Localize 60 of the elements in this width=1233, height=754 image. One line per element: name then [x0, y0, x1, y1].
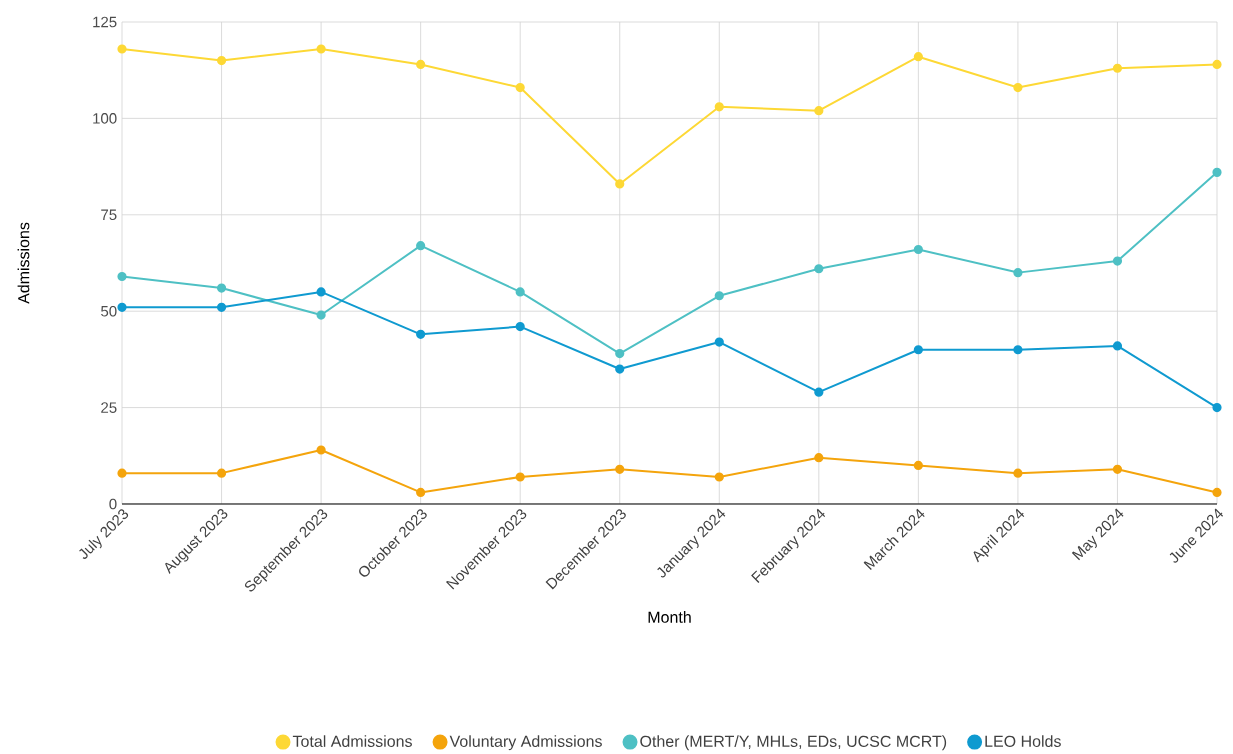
legend-label: Total Admissions — [292, 735, 412, 747]
y-axis-title: Admissions — [17, 222, 30, 304]
point — [615, 364, 625, 374]
point — [1013, 468, 1023, 478]
point — [1112, 464, 1123, 474]
y-tick-label: 100 — [93, 113, 117, 124]
point — [515, 82, 525, 93]
x-axis-title: Month — [648, 611, 691, 623]
point — [515, 287, 525, 297]
point — [1013, 268, 1023, 278]
point — [814, 387, 824, 397]
point — [913, 52, 923, 62]
y-tick-label: 75 — [101, 209, 117, 221]
point — [316, 445, 326, 455]
point — [316, 310, 326, 320]
point — [515, 472, 525, 482]
point — [216, 55, 227, 66]
point — [515, 322, 525, 332]
point — [216, 283, 227, 293]
point — [117, 302, 127, 312]
point — [1212, 167, 1222, 177]
point — [416, 487, 426, 498]
point — [1013, 345, 1023, 355]
point — [1212, 402, 1222, 413]
y-tick-label: 0 — [109, 498, 117, 510]
point — [814, 453, 824, 463]
y-tick-label: 125 — [93, 16, 117, 28]
point — [1013, 82, 1023, 93]
legend-label: LEO Holds — [985, 735, 1061, 747]
point — [1112, 341, 1123, 351]
point — [913, 345, 923, 355]
point — [615, 464, 625, 474]
point — [416, 59, 426, 70]
point — [814, 106, 824, 116]
point — [316, 44, 326, 54]
point — [216, 468, 227, 478]
point — [316, 287, 326, 297]
point — [714, 102, 724, 112]
y-tick-label: 25 — [101, 402, 117, 413]
y-tick-label: 50 — [101, 305, 117, 317]
point — [416, 241, 426, 251]
point — [714, 472, 724, 482]
legend-label: Other (MERT/Y, MHLs, EDs, UCSC MCRT) — [640, 735, 947, 751]
point — [913, 244, 923, 255]
point — [117, 468, 127, 478]
point — [714, 291, 724, 301]
point — [416, 329, 426, 339]
legend-label: Voluntary Admissions — [449, 735, 602, 751]
point — [1112, 63, 1123, 73]
point — [1112, 256, 1123, 266]
point — [117, 44, 127, 54]
point — [714, 337, 724, 347]
point — [1212, 59, 1222, 70]
point — [615, 349, 625, 359]
point — [615, 179, 625, 189]
point — [814, 264, 824, 274]
point — [913, 460, 923, 471]
point — [117, 271, 127, 282]
point — [216, 302, 227, 312]
point — [1212, 487, 1222, 498]
